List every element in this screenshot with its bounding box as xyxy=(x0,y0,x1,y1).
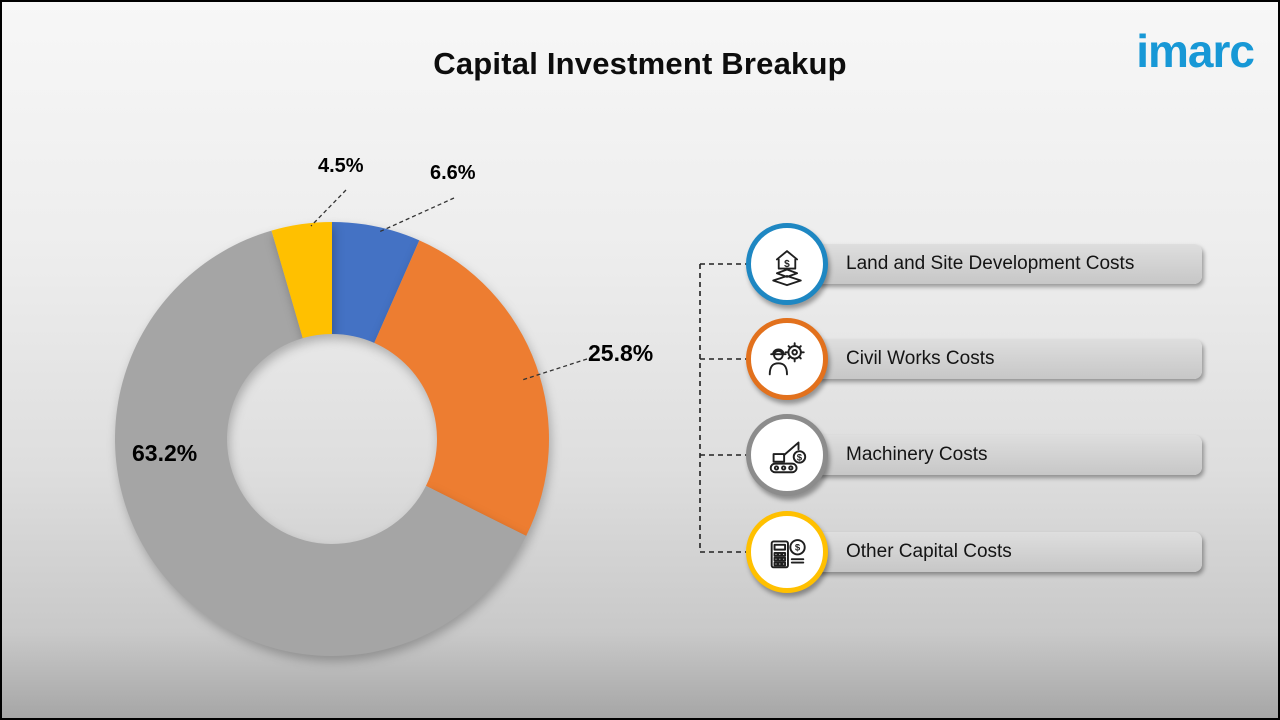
legend-label-text: Land and Site Development Costs xyxy=(846,253,1135,274)
svg-text:$: $ xyxy=(795,543,801,554)
legend-label-machinery: Machinery Costs xyxy=(812,435,1202,475)
svg-text:$: $ xyxy=(784,259,790,270)
donut-segment-machinery-costs xyxy=(114,230,527,657)
donut-segment-other-capital-costs xyxy=(271,222,332,339)
donut-segment-civil-works-costs xyxy=(374,240,549,536)
legend-item-land: Land and Site Development Costs $ xyxy=(746,223,1226,305)
land-development-icon: $ xyxy=(746,223,828,305)
legend-label-other: Other Capital Costs xyxy=(812,532,1202,572)
data-label-land: 6.6% xyxy=(430,162,476,184)
leader-line xyxy=(521,358,588,381)
legend-label-text: Other Capital Costs xyxy=(846,541,1012,562)
imarc-logo: imarc xyxy=(1136,25,1255,77)
legend-label-text: Civil Works Costs xyxy=(846,348,995,369)
leader-line xyxy=(310,189,347,227)
leader-line xyxy=(378,197,455,233)
svg-text:$: $ xyxy=(797,452,803,463)
legend-item-other: Other Capital Costs $ xyxy=(746,511,1226,593)
page-title: Capital Investment Breakup xyxy=(433,46,847,81)
legend-item-civil: Civil Works Costs xyxy=(746,318,1226,400)
machinery-icon: $ xyxy=(746,414,828,496)
legend-connector-lines xyxy=(699,263,748,553)
data-label-other: 4.5% xyxy=(318,155,364,177)
other-capital-icon: $ xyxy=(746,511,828,593)
legend-item-machinery: Machinery Costs $ xyxy=(746,414,1226,496)
legend-label-land: Land and Site Development Costs xyxy=(812,244,1202,284)
cost-legend: Land and Site Development Costs $ Civil … xyxy=(746,2,1226,718)
data-label-machinery: 63.2% xyxy=(132,440,198,466)
civil-works-icon xyxy=(746,318,828,400)
legend-label-civil: Civil Works Costs xyxy=(812,339,1202,379)
data-label-civil: 25.8% xyxy=(588,340,654,366)
donut-segment-land-and-site-development-costs xyxy=(332,222,420,343)
donut-chart xyxy=(114,189,588,657)
legend-label-text: Machinery Costs xyxy=(846,444,988,465)
